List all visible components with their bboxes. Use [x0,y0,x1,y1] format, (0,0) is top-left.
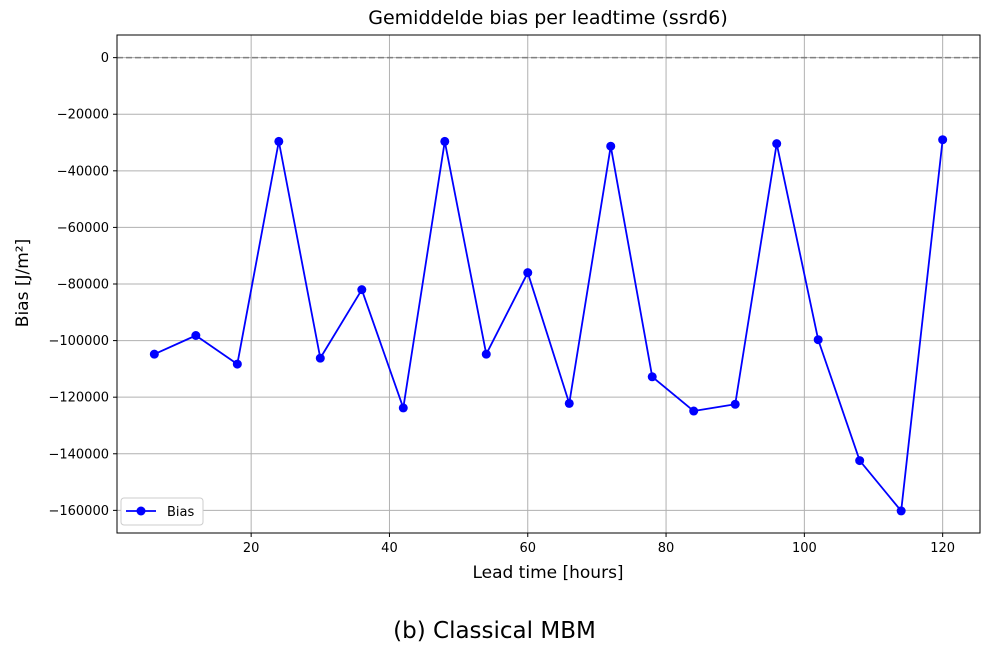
legend-label: Bias [167,505,194,520]
data-point [606,141,616,151]
data-point [440,136,450,146]
data-point [232,359,242,369]
y-tick-label: −80000 [57,278,109,293]
y-tick-label: −120000 [48,391,109,406]
x-axis-ticks: 20 40 60 80 100 120 [243,533,955,556]
data-point [357,285,367,295]
legend: Bias [120,497,204,526]
y-axis-label: Bias [J/m²] [13,239,33,327]
y-tick-label: −100000 [48,334,109,349]
data-point [191,330,201,340]
x-tick-label: 40 [381,541,398,556]
y-tick-label: 0 [101,51,109,66]
data-point [813,335,823,345]
data-point [315,353,325,363]
x-tick-label: 20 [243,541,260,556]
figure-caption: (b) Classical MBM [393,618,596,644]
data-point [481,349,491,359]
data-point [523,268,533,278]
data-point [772,139,782,149]
x-tick-label: 80 [658,541,675,556]
legend-box [120,497,204,526]
grid [117,35,980,533]
data-point [938,135,948,145]
legend-marker-swatch [136,506,146,516]
y-tick-label: −40000 [57,164,109,179]
data-point [730,399,740,409]
y-axis-ticks: 0 −20000 −40000 −60000 −80000 −100000 −120000 −… [48,51,117,519]
y-tick-label: −60000 [57,221,109,236]
data-point [149,349,159,359]
y-tick-label: −20000 [57,108,109,123]
series-line-bias [153,139,944,512]
data-point [689,406,699,416]
x-axis-label: Lead time [hours] [472,563,623,583]
data-point [398,403,408,413]
y-tick-label: −140000 [48,447,109,462]
series-layer [149,135,948,516]
y-tick-label: −160000 [48,504,109,519]
data-point [855,456,865,466]
x-tick-label: 60 [519,541,536,556]
data-point [647,372,657,382]
x-tick-label: 100 [792,541,817,556]
chart-title: Gemiddelde bias per leadtime (ssrd6) [368,7,728,29]
data-point [564,398,574,408]
chart: 20 40 60 80 100 120 0 −20000 −40000 −60000 −80000… [13,7,981,583]
x-tick-label: 120 [930,541,955,556]
data-point [274,136,284,146]
data-point [896,506,906,516]
